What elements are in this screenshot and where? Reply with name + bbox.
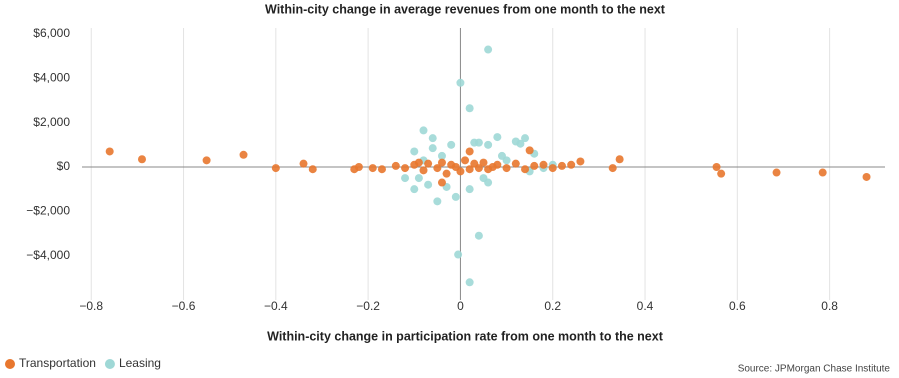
scatter-point	[470, 138, 479, 147]
source-note: Source: JPMorgan Chase Institute	[738, 364, 891, 375]
scatter-point	[442, 169, 451, 178]
x-tick-label: 0.4	[637, 299, 654, 313]
scatter-point	[465, 147, 474, 156]
scatter-point	[465, 165, 474, 174]
scatter-point	[465, 185, 474, 194]
scatter-point	[368, 164, 377, 173]
scatter-point	[772, 168, 781, 177]
scatter-point	[615, 155, 624, 164]
scatter-point	[202, 156, 211, 165]
x-tick-label: 0	[457, 299, 464, 313]
x-tick-label: −0.4	[264, 299, 288, 313]
scatter-point	[451, 192, 460, 201]
scatter-point	[456, 167, 465, 176]
scatter-point	[437, 151, 446, 160]
scatter-point	[488, 163, 497, 171]
x-tick-label: 0.2	[544, 299, 561, 313]
scatter-point	[493, 133, 502, 142]
scatter-point	[548, 164, 557, 173]
x-tick-label: −0.2	[356, 299, 380, 313]
scatter-point	[271, 164, 280, 173]
scatter-point	[818, 168, 827, 177]
scatter-point	[433, 164, 442, 173]
scatter-point	[567, 160, 576, 169]
scatter-point	[454, 250, 463, 259]
y-tick-label: $4,000	[33, 71, 70, 85]
scatter-point	[437, 158, 446, 167]
x-tick-label: 0.6	[729, 299, 746, 313]
y-tick-label: −$2,000	[26, 204, 70, 218]
scatter-point	[428, 144, 437, 153]
scatter-point	[354, 163, 363, 171]
legend-label: Transportation	[19, 356, 96, 370]
scatter-point	[419, 126, 428, 135]
x-tick-label: −0.6	[172, 299, 196, 313]
x-tick-label: 0.8	[821, 299, 838, 313]
scatter-point	[401, 174, 410, 183]
scatter-point	[424, 180, 433, 189]
scatter-point	[521, 134, 530, 143]
scatter-point	[484, 140, 493, 149]
scatter-point	[516, 139, 525, 148]
scatter-point	[461, 156, 470, 165]
scatter-point	[419, 166, 428, 175]
scatter-point	[474, 164, 483, 173]
scatter-point	[105, 147, 114, 156]
legend-marker	[104, 359, 115, 369]
scatter-point	[539, 160, 548, 169]
scatter-point	[428, 134, 437, 143]
y-tick-label: −$4,000	[26, 248, 70, 262]
scatter-point	[239, 150, 248, 159]
x-axis-title: Within-city change in participation rate…	[267, 329, 664, 343]
scatter-point	[484, 45, 493, 54]
scatter-point	[717, 169, 726, 178]
chart-title: Within-city change in average revenues f…	[265, 2, 666, 16]
scatter-point	[525, 146, 534, 155]
scatter-point	[424, 159, 433, 168]
scatter-point	[414, 174, 423, 183]
legend-marker	[5, 359, 15, 369]
legend-label: Leasing	[119, 356, 161, 370]
scatter-point	[479, 158, 488, 167]
scatter-point	[137, 155, 146, 164]
scatter-point	[433, 197, 442, 206]
scatter-point	[712, 163, 721, 171]
scatter-point	[862, 172, 871, 181]
y-tick-label: $0	[57, 159, 71, 173]
scatter-point	[401, 164, 410, 173]
x-tick-label: −0.8	[79, 299, 103, 313]
scatter-point	[414, 158, 423, 167]
scatter-point	[521, 165, 530, 174]
scatter-point	[530, 161, 539, 170]
scatter-point	[465, 278, 474, 287]
scatter-point	[391, 161, 400, 170]
scatter-point	[410, 147, 419, 156]
y-tick-label: $2,000	[33, 115, 70, 129]
scatter-point	[502, 164, 511, 173]
scatter-point	[377, 165, 386, 174]
scatter-point	[511, 159, 520, 168]
scatter-point	[299, 159, 308, 168]
scatter-point	[410, 185, 419, 194]
scatter-point	[447, 140, 456, 149]
scatter-point	[437, 178, 446, 187]
scatter-point	[557, 161, 566, 170]
scatter-point	[465, 104, 474, 113]
scatter-point	[474, 231, 483, 240]
scatter-point	[479, 174, 488, 183]
y-tick-label: $6,000	[33, 26, 70, 40]
scatter-point	[497, 151, 506, 160]
scatter-point	[576, 157, 585, 166]
scatter-point	[608, 164, 617, 173]
scatter-point	[456, 78, 465, 87]
scatter-point	[308, 165, 317, 174]
